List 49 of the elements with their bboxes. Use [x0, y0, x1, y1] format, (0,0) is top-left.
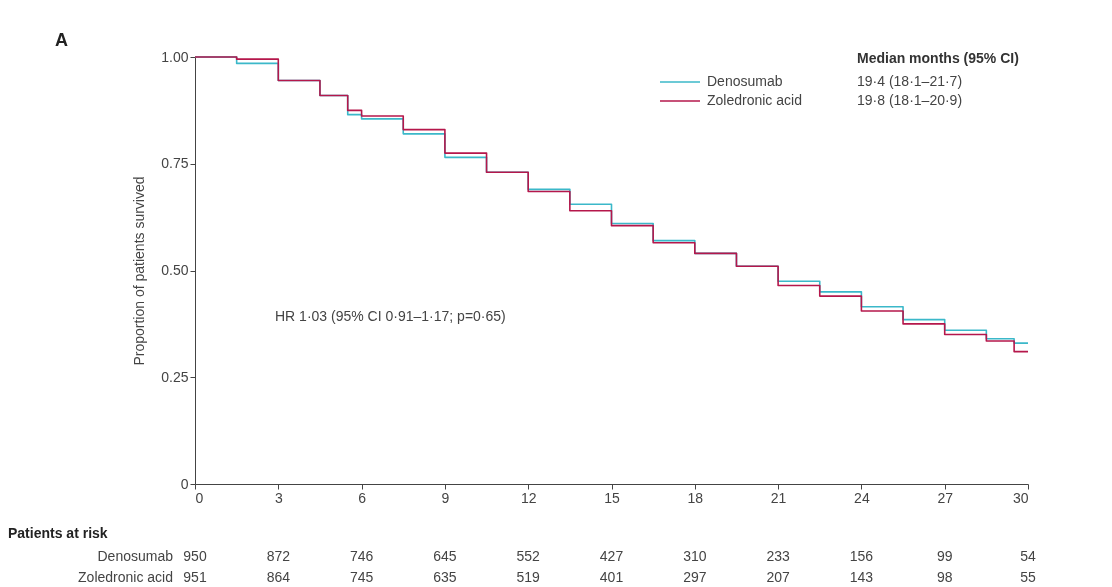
x-tick-label: 27	[937, 489, 954, 506]
text: 55	[1020, 569, 1036, 585]
text: 645	[433, 548, 457, 564]
x-tick-label: 30	[1012, 489, 1029, 506]
text: 297	[683, 569, 707, 585]
y-tick-label: 1.00	[161, 48, 189, 65]
text: 864	[266, 569, 291, 585]
text: 310	[683, 548, 707, 564]
x-tick-label: 15	[604, 489, 620, 506]
y-tick-label: 0.75	[161, 155, 189, 172]
text: 98	[936, 569, 953, 585]
text: 156	[849, 548, 874, 564]
text: 99	[936, 548, 953, 564]
text: Zoledronic acid	[78, 569, 173, 585]
x-tick-label: 24	[854, 489, 870, 506]
text: Denosumab	[97, 548, 174, 564]
text: 233	[766, 548, 790, 564]
text: 872	[266, 548, 291, 564]
text: 745	[349, 569, 374, 585]
y-axis-title: Proportion of patients survived	[131, 176, 148, 366]
x-tick-label: 3	[274, 489, 283, 506]
legend-label: Zoledronic acid	[707, 92, 802, 108]
x-tick-label: 12	[520, 489, 537, 506]
x-tick-label: 18	[687, 489, 704, 506]
annotation: 19·4 (18·1–21·7)	[857, 73, 963, 89]
x-tick-label: 9	[441, 489, 450, 506]
text: 951	[183, 569, 207, 585]
y-tick-label: 0.50	[161, 262, 189, 278]
annotation: 19·8 (18·1–20·9)	[857, 92, 963, 108]
chart-title: A	[55, 30, 68, 50]
text: 552	[516, 548, 541, 564]
legend-title: Median months (95% CI)	[857, 50, 1019, 66]
text: 746	[349, 548, 374, 564]
y-tick-label: 0	[180, 475, 189, 492]
text: 54	[1020, 548, 1036, 564]
x-tick-label: 6	[358, 489, 367, 506]
text: 635	[433, 569, 457, 585]
legend-label: Denosumab	[707, 73, 783, 89]
x-tick-label: 21	[770, 489, 787, 506]
text: 401	[599, 569, 624, 585]
text: 519	[516, 569, 541, 585]
x-tick-label: 0	[195, 489, 204, 506]
text: 207	[766, 569, 790, 585]
text: Patients at risk	[8, 525, 108, 541]
text: 950	[183, 548, 207, 564]
text: 143	[849, 569, 874, 585]
y-tick-label: 0.25	[161, 368, 189, 385]
annotation: HR 1·03 (95% CI 0·91–1·17; p=0·65)	[275, 308, 506, 324]
text: 427	[599, 548, 624, 564]
